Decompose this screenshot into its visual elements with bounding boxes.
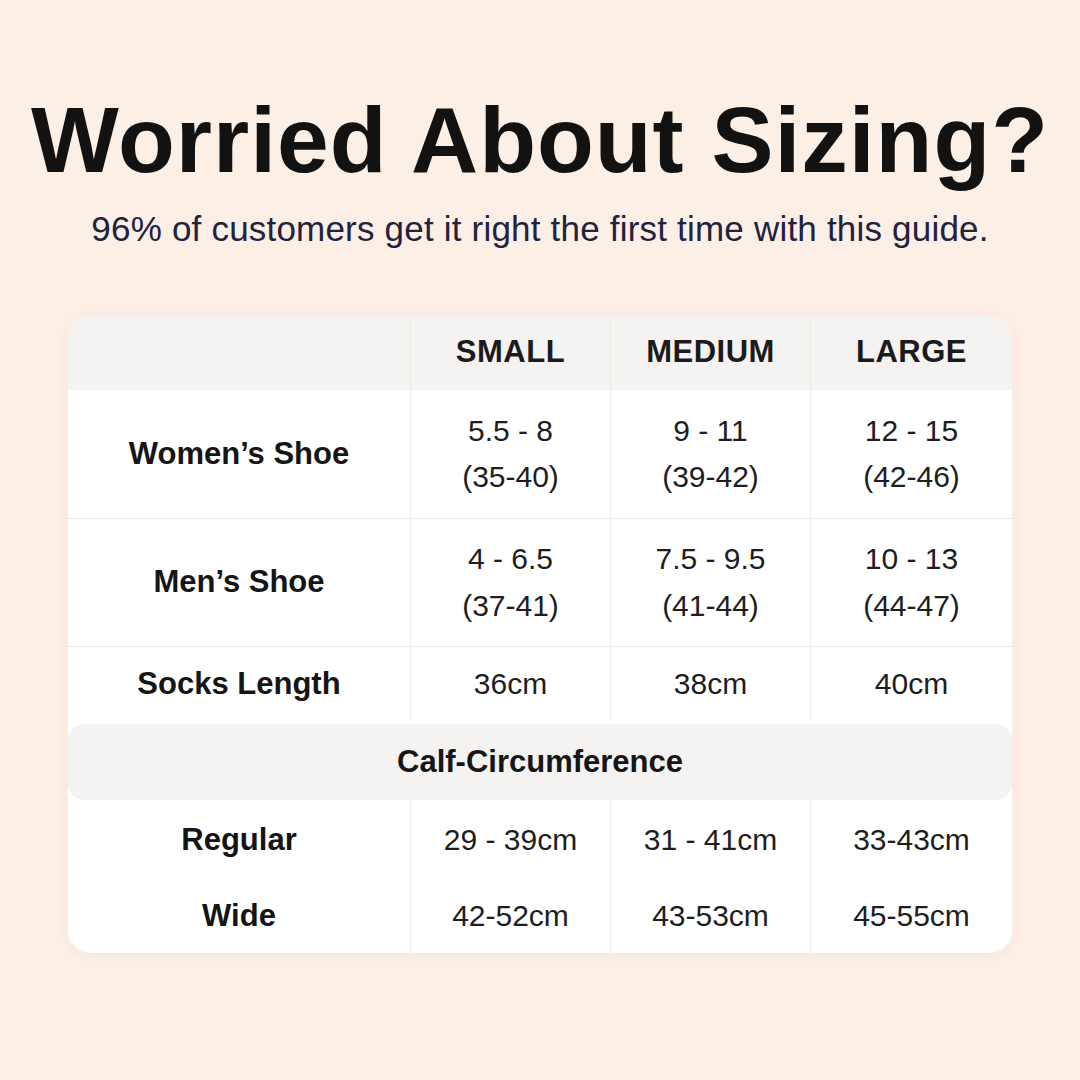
calf-circumference-section-band: Calf-Circumference <box>68 724 1012 800</box>
row-label: Women’s Shoe <box>68 390 410 518</box>
header-cell-medium: MEDIUM <box>610 315 810 390</box>
row-label: Wide <box>68 880 410 953</box>
row-label: Men’s Shoe <box>68 519 410 646</box>
table-row-mens-shoe: Men’s Shoe 4 - 6.5 (37-41) 7.5 - 9.5 (41… <box>68 518 1012 646</box>
table-row-socks-length: Socks Length 36cm 38cm 40cm <box>68 646 1012 722</box>
cell-wide-large: 45-55cm <box>810 880 1012 953</box>
cell-mens-small: 4 - 6.5 (37-41) <box>410 519 610 646</box>
section-header-label: Calf-Circumference <box>397 744 683 780</box>
header-cell-large: LARGE <box>810 315 1012 390</box>
table-header-row: SMALL MEDIUM LARGE <box>68 315 1012 390</box>
size-chart-table: SMALL MEDIUM LARGE Women’s Shoe 5.5 - 8 … <box>68 315 1012 953</box>
table-row-womens-shoe: Women’s Shoe 5.5 - 8 (35-40) 9 - 11 (39-… <box>68 390 1012 518</box>
cell-mens-large: 10 - 13 (44-47) <box>810 519 1012 646</box>
cell-socks-large: 40cm <box>810 647 1012 722</box>
table-row-wide: Wide 42-52cm 43-53cm 45-55cm <box>68 880 1012 953</box>
cell-socks-medium: 38cm <box>610 647 810 722</box>
cell-wide-small: 42-52cm <box>410 880 610 953</box>
cell-womens-small: 5.5 - 8 (35-40) <box>410 390 610 518</box>
page-title: Worried About Sizing? <box>0 94 1080 187</box>
table-row-regular: Regular 29 - 39cm 31 - 41cm 33-43cm <box>68 800 1012 880</box>
cell-socks-small: 36cm <box>410 647 610 722</box>
header-cell-blank <box>68 315 410 390</box>
cell-regular-large: 33-43cm <box>810 800 1012 880</box>
row-label: Socks Length <box>68 647 410 722</box>
hero-section: Worried About Sizing? 96% of customers g… <box>0 0 1080 249</box>
cell-mens-medium: 7.5 - 9.5 (41-44) <box>610 519 810 646</box>
cell-womens-medium: 9 - 11 (39-42) <box>610 390 810 518</box>
cell-wide-medium: 43-53cm <box>610 880 810 953</box>
cell-regular-medium: 31 - 41cm <box>610 800 810 880</box>
page-subtitle: 96% of customers get it right the first … <box>0 209 1080 249</box>
row-label: Regular <box>68 800 410 880</box>
cell-womens-large: 12 - 15 (42-46) <box>810 390 1012 518</box>
header-cell-small: SMALL <box>410 315 610 390</box>
cell-regular-small: 29 - 39cm <box>410 800 610 880</box>
